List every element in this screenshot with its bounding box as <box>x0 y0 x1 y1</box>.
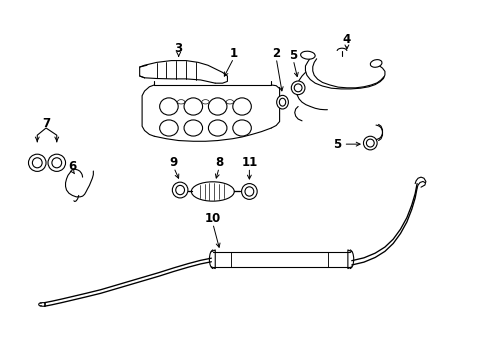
Text: 6: 6 <box>69 160 77 173</box>
Ellipse shape <box>52 158 61 168</box>
Text: 9: 9 <box>169 156 178 169</box>
Ellipse shape <box>28 154 46 171</box>
Ellipse shape <box>159 120 178 136</box>
Ellipse shape <box>241 184 257 199</box>
Text: 1: 1 <box>229 47 237 60</box>
Text: 2: 2 <box>272 47 280 60</box>
Text: 10: 10 <box>204 212 221 225</box>
Ellipse shape <box>232 120 251 136</box>
Ellipse shape <box>366 139 373 147</box>
Text: 3: 3 <box>174 41 183 54</box>
Text: 8: 8 <box>215 156 223 169</box>
Ellipse shape <box>208 120 226 136</box>
Ellipse shape <box>191 182 234 201</box>
Ellipse shape <box>276 95 288 109</box>
Ellipse shape <box>208 98 226 115</box>
Text: 5: 5 <box>332 138 341 150</box>
Text: 5: 5 <box>288 49 297 62</box>
Ellipse shape <box>294 84 302 92</box>
Ellipse shape <box>183 98 202 115</box>
Ellipse shape <box>177 100 184 104</box>
Ellipse shape <box>279 98 285 106</box>
Ellipse shape <box>291 81 305 95</box>
Ellipse shape <box>226 100 233 104</box>
Ellipse shape <box>32 158 42 168</box>
Ellipse shape <box>159 98 178 115</box>
Ellipse shape <box>183 120 202 136</box>
Ellipse shape <box>232 98 251 115</box>
Text: 11: 11 <box>241 156 257 169</box>
Ellipse shape <box>175 185 184 195</box>
Ellipse shape <box>202 100 209 104</box>
Ellipse shape <box>369 60 381 67</box>
Ellipse shape <box>48 154 65 171</box>
Ellipse shape <box>363 136 376 150</box>
Text: 4: 4 <box>342 32 350 46</box>
Ellipse shape <box>244 187 253 196</box>
Ellipse shape <box>172 182 187 198</box>
Ellipse shape <box>300 51 314 59</box>
Text: 7: 7 <box>42 117 50 130</box>
